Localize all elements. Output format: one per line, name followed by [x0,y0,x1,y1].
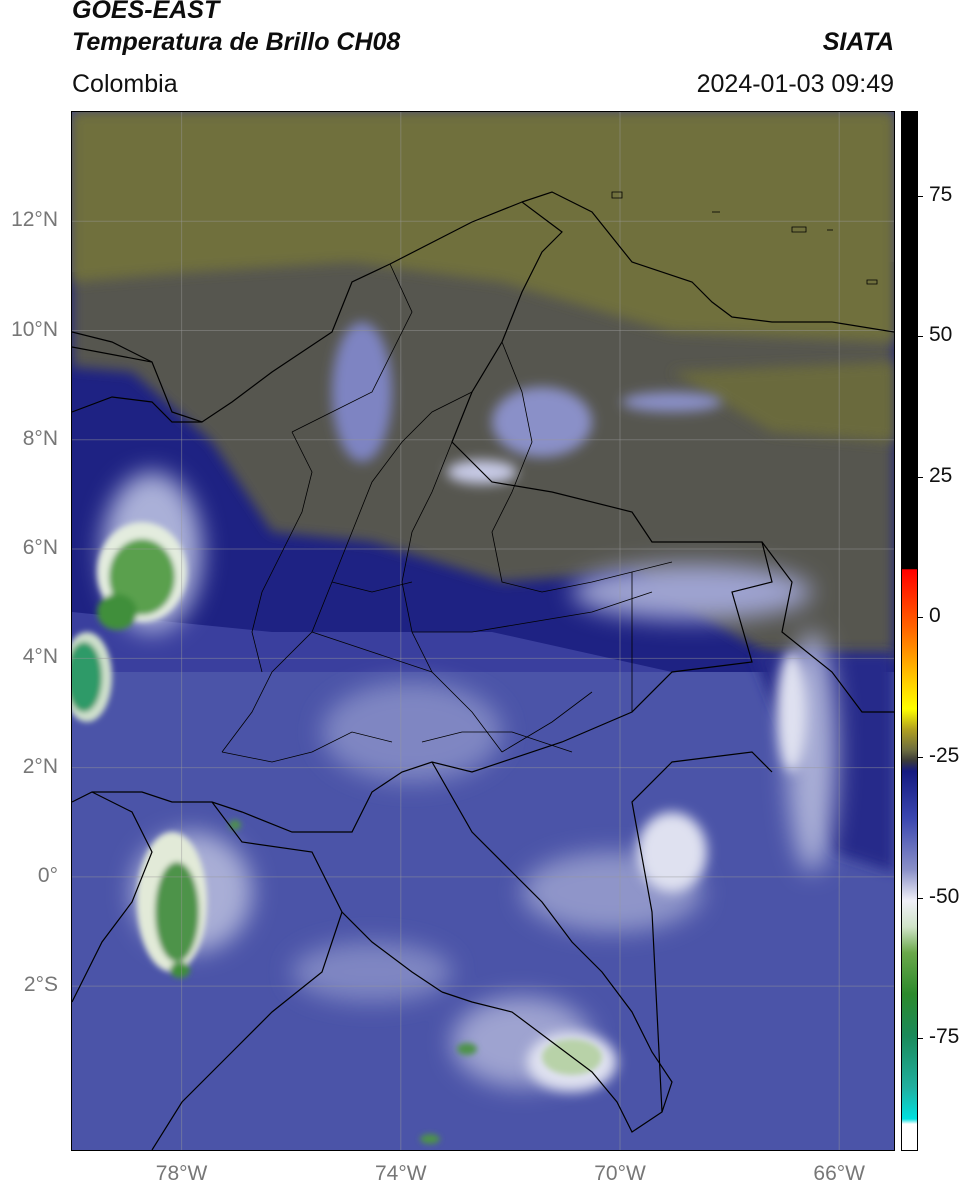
title-product: Temperatura de Brillo CH08 [72,28,401,56]
lat-tick-label: 10°N [11,317,58,341]
lon-tick-label: 74°W [375,1162,427,1185]
colorbar-tick-label: 25 [929,463,953,487]
lat-tick-label: 0° [37,863,58,887]
colorbar-gradient [902,112,917,1150]
lat-tick-label: 6°N [22,536,58,560]
country-borders [72,191,894,1150]
colorbar-tick [917,757,923,759]
colorbar-tick-label: 50 [929,323,953,347]
colorbar-tick-label: -25 [929,744,960,768]
lat-tick-label: 2°N [22,754,58,778]
lat-tick-label: 2°S [23,973,58,997]
colorbar-tick-label: -75 [929,1024,960,1048]
region-label: Colombia [72,70,178,98]
brightness-temperature-field [72,112,894,1150]
timestamp-label: 2024-01-03 09:49 [696,70,894,98]
satellite-map[interactable] [71,111,895,1151]
lon-tick-label: 78°W [155,1162,208,1185]
title-satellite: GOES-EAST [72,0,220,24]
lat-tick-label: 8°N [22,426,58,450]
colorbar-tick [917,1037,923,1039]
colorbar-tick [917,476,923,478]
brand-label: SIATA [822,28,894,56]
lon-tick-label: 70°W [594,1162,646,1185]
map-canvas [72,112,894,1150]
colorbar-tick-label: 75 [929,183,953,207]
colorbar-tick-label: -50 [929,884,960,908]
colorbar-tick [917,196,923,198]
lat-tick-label: 4°N [22,645,58,669]
colorbar-tick [917,336,923,338]
lon-tick-label: 66°W [813,1162,865,1185]
graticule [72,112,894,1150]
colorbar-tick-label: 0 [929,603,941,627]
colorbar-tick [917,897,923,899]
colorbar-tick [917,616,923,618]
colorbar [901,111,918,1151]
lat-tick-label: 12°N [11,208,58,232]
